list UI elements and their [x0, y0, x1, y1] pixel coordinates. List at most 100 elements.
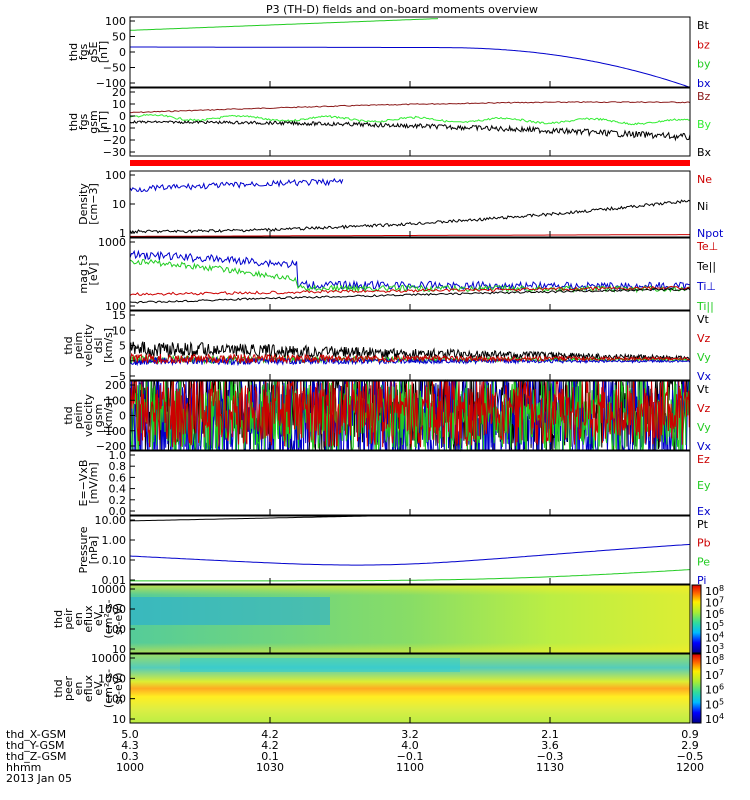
y-tick-label: 0: [119, 410, 126, 423]
series-line-vz: [129, 352, 691, 365]
series-line-ti-perp: [129, 249, 691, 292]
y-tick-label: 100: [105, 300, 126, 313]
y-axis-label-line: peir: [62, 608, 75, 630]
legend-label: Vz: [697, 402, 711, 415]
y-tick-label: 1: [119, 227, 126, 240]
footer-row-label: hhmm: [6, 761, 41, 774]
y-tick-label: 1.0: [109, 449, 127, 462]
y-tick-label: −20: [103, 134, 126, 147]
legend-label: Ex: [697, 505, 711, 518]
legend-label: Vz: [697, 332, 711, 345]
legend-label: Vx: [697, 370, 712, 383]
y-tick-label: 1000: [98, 672, 126, 685]
y-tick-label: 10000: [91, 583, 126, 596]
series-line-bx-gsm: [129, 120, 691, 142]
legend-label: Bt: [697, 19, 710, 32]
colorbar-tick-label: 104: [705, 630, 724, 644]
y-tick-label: 10: [112, 643, 126, 656]
legend-label: Ni: [697, 200, 708, 213]
y-tick-label: −30: [103, 146, 126, 159]
y-axis-label-line: [km/s]: [102, 328, 115, 363]
series-line-bt: [130, 18, 439, 31]
y-tick-label: 0.2: [109, 494, 127, 507]
legend-label: Te||: [696, 260, 716, 273]
y-axis-label-line: sr-eV): [112, 672, 125, 704]
colorbar-tick-label: 108: [705, 653, 724, 667]
legend-label: Ti||: [696, 300, 714, 313]
y-axis-label-line: velocity: [82, 324, 95, 367]
legend-label: Npot: [697, 227, 724, 240]
y-axis-label: Pressure[nPa]: [77, 526, 100, 573]
legend-label: Ez: [697, 453, 710, 466]
y-tick-label: 100: [105, 693, 126, 706]
y-tick-label: −100: [96, 77, 126, 90]
y-tick-label: 10000: [91, 652, 126, 665]
footer-value: 0.1: [261, 750, 279, 763]
y-tick-label: −10: [103, 122, 126, 135]
colorbar-tick-label: 107: [705, 668, 724, 682]
y-tick-label: 0: [119, 110, 126, 123]
series-line-pt: [129, 515, 690, 522]
panel-frame: [129, 450, 691, 516]
footer-row-label: thd_Y-GSM: [6, 739, 65, 752]
y-axis-label-line: peer: [62, 676, 75, 702]
colorbar-tick-label: 105: [705, 619, 724, 633]
y-axis-label-line: [cm−3]: [87, 183, 100, 225]
electron-spectrogram-cool: [180, 658, 460, 672]
y-axis-label-line: (cm²-s-: [102, 669, 115, 708]
colorbar-tick-label: 104: [705, 712, 724, 726]
y-axis-label: Density[cm−3]: [77, 183, 100, 225]
y-axis-label-line: thd: [67, 43, 80, 61]
colorbar-tick-label: 103: [705, 642, 724, 656]
series-line-ni: [129, 199, 691, 234]
y-tick-label: 0: [119, 46, 126, 59]
footer-value: 2.1: [541, 728, 559, 741]
panel-density: 100 10 1 Density[cm−3] Ne Ni Npot: [77, 169, 724, 240]
y-tick-label: 100: [105, 15, 126, 28]
footer-value: 4.2: [261, 728, 279, 741]
plot-title: P3 (TH-D) fields and on-board moments ov…: [266, 3, 538, 16]
y-tick-label: 0.10: [102, 554, 127, 567]
legend-label: Vy: [697, 351, 711, 364]
colorbar-tick-label: 105: [705, 697, 724, 711]
series-line-bz: [130, 101, 691, 114]
panel-ion_spec: 10000 1000 100 10 thdpeirenefluxeV(cm²-s-sr-…: [52, 583, 724, 656]
y-tick-label: 1000: [98, 236, 126, 249]
series-line-te-par: [129, 287, 691, 304]
y-axis-label-line: en: [72, 682, 85, 696]
legend-label: Ti⊥: [696, 280, 716, 293]
y-axis-label-line: [nT]: [97, 111, 110, 133]
y-tick-label: 100: [105, 623, 126, 636]
footer-value: 4.2: [261, 739, 279, 752]
y-tick-label: 15: [112, 309, 126, 322]
legend-label: Bx: [697, 146, 712, 159]
y-tick-label: 0.4: [109, 483, 127, 496]
panel-frame: [129, 87, 691, 157]
series-line-by: [129, 114, 690, 126]
legend-label: Bz: [697, 90, 711, 103]
y-tick-label: −200: [96, 440, 126, 453]
y-axis-label-line: eflux: [82, 605, 95, 633]
series-line-vt: [129, 341, 691, 362]
panel-efield: 1.00.80.60.40.20.0 E=−VxB[mV/m] Ez Ey Ex: [77, 449, 711, 518]
colorbar-tick-label: 107: [705, 596, 724, 610]
y-tick-label: 0: [119, 355, 126, 368]
series-line-pi: [129, 543, 691, 566]
panel-frame: [129, 237, 691, 311]
y-axis-label-line: Density: [77, 183, 90, 225]
series-line-te-perp: [129, 285, 691, 296]
series-line-npot: [129, 177, 344, 193]
legend-label: by: [697, 58, 711, 71]
y-axis-label-line: [km/s]: [102, 398, 115, 433]
ion-spectrogram-hot: [130, 597, 330, 625]
panel-frame: [129, 310, 691, 381]
panel-elec_spec: 10000 1000 100 10 thdpeerenefluxeV(cm²-s-sr-…: [52, 652, 724, 726]
